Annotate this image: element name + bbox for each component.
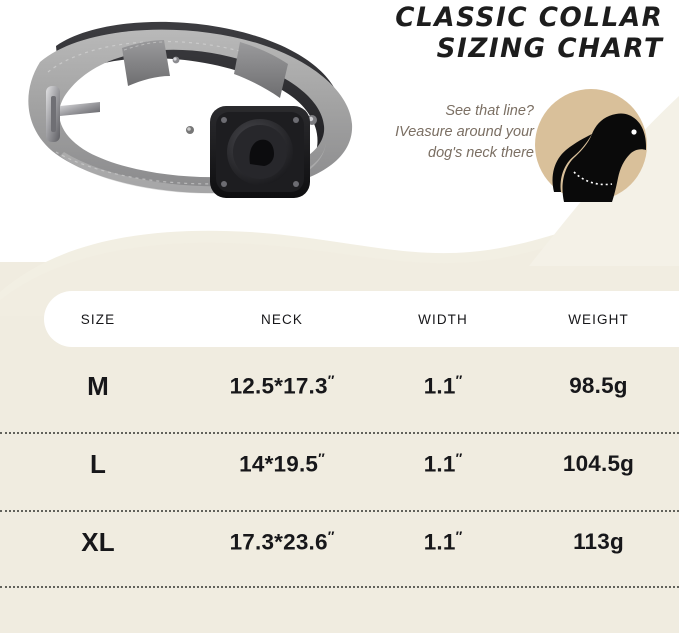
cell-width: 1.1″ — [368, 528, 518, 556]
callout-line-3: dog's neck there — [428, 145, 534, 161]
collar-buckle — [46, 86, 100, 142]
inch-mark: ″ — [455, 528, 463, 545]
cell-neck: 17.3*23.6″ — [196, 528, 368, 556]
inch-mark: ″ — [327, 372, 335, 389]
callout-line-1: See that line? — [445, 103, 534, 119]
cell-neck-value: 14*19.5 — [239, 451, 319, 477]
cell-weight: 98.5g — [569, 373, 628, 398]
cell-width-value: 1.1 — [423, 373, 456, 399]
cell-size: M — [87, 370, 109, 401]
cell-width: 1.1″ — [368, 450, 518, 478]
cell-neck-value: 12.5*17.3 — [229, 373, 328, 399]
callout-line-2: IVeasure around your — [395, 124, 534, 140]
table-header-panel — [44, 291, 679, 347]
cell-size: L — [89, 448, 107, 479]
wave-divider-shape — [0, 196, 679, 316]
cell-width-value: 1.1 — [423, 451, 456, 477]
column-header-size: SIZE — [80, 311, 116, 327]
chart-title: CLASSIC COLLAR SIZING CHART — [387, 2, 663, 64]
dog-head-silhouette-icon — [535, 89, 647, 202]
table-row: M 12.5*17.3″ 1.1″ 98.5g — [0, 347, 679, 425]
measure-callout: See that line? IVeasure around your dog'… — [368, 101, 534, 164]
sizing-table: SIZE NECK WIDTH WEIGHT M 12.5*17.3″ 1.1″… — [0, 291, 679, 581]
inch-mark: ″ — [318, 450, 325, 467]
cell-width: 1.1″ — [368, 372, 518, 400]
inch-mark: ″ — [455, 372, 463, 389]
table-header-row: SIZE NECK WIDTH WEIGHT — [0, 291, 679, 347]
cell-neck-value: 17.3*23.6 — [229, 529, 328, 555]
column-header-neck: NECK — [261, 311, 303, 327]
column-header-width: WIDTH — [418, 311, 468, 327]
cell-width-value: 1.1 — [423, 529, 456, 555]
cell-neck: 14*19.5″ — [196, 450, 368, 478]
table-row: XL 17.3*23.6″ 1.1″ 113g — [0, 503, 679, 581]
inch-mark: ″ — [327, 528, 335, 545]
title-line-2: SIZING CHART — [436, 33, 663, 64]
table-row: L 14*19.5″ 1.1″ 104.5g — [0, 425, 679, 503]
cell-size: XL — [81, 526, 115, 557]
collar-dotted-line — [573, 171, 613, 186]
airtag-holder-case — [210, 106, 310, 198]
inch-mark: ″ — [455, 450, 463, 467]
dog-collar-photo — [28, 21, 353, 198]
cell-weight: 113g — [573, 529, 624, 554]
cell-weight: 104.5g — [562, 451, 635, 476]
title-line-1: CLASSIC COLLAR — [394, 2, 663, 33]
column-header-weight: WEIGHT — [568, 311, 629, 327]
cell-neck: 12.5*17.3″ — [196, 372, 368, 400]
